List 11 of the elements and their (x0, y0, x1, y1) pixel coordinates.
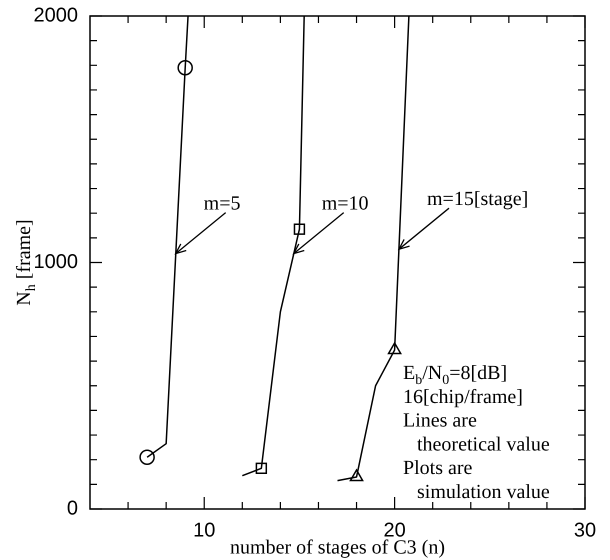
annotation: 16[chip/frame] (403, 386, 523, 408)
x-axis-title: number of stages of C3 (n) (230, 536, 445, 558)
annotation: Plots are simulation value (403, 457, 550, 503)
x-tick-label: 10 (193, 520, 216, 542)
annotation: m=5 (204, 192, 241, 215)
x-tick-label: 30 (574, 520, 596, 542)
annotation: Lines are theoretical value (403, 410, 550, 456)
annotation: m=15[stage] (426, 188, 528, 210)
y-tick-label: 2000 (34, 4, 78, 27)
annotation: m=10 (322, 192, 369, 215)
y-tick-label: 0 (66, 498, 78, 520)
